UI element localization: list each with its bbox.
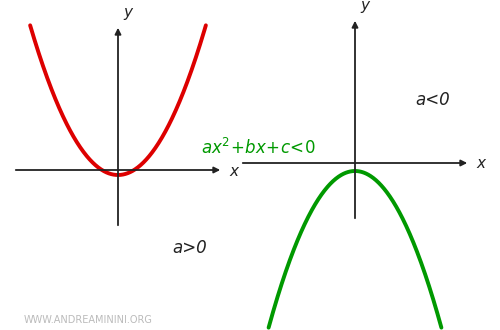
Text: y: y	[360, 0, 369, 13]
Text: WWW.ANDREAMININI.ORG: WWW.ANDREAMININI.ORG	[24, 315, 152, 325]
Text: a>0: a>0	[172, 239, 207, 257]
Text: a<0: a<0	[415, 91, 450, 109]
Text: y: y	[123, 5, 132, 20]
Text: $ax^2\!+\!bx\!+\!c\!<\!0$: $ax^2\!+\!bx\!+\!c\!<\!0$	[200, 138, 316, 158]
Text: x: x	[229, 163, 238, 179]
Text: x: x	[476, 156, 485, 172]
